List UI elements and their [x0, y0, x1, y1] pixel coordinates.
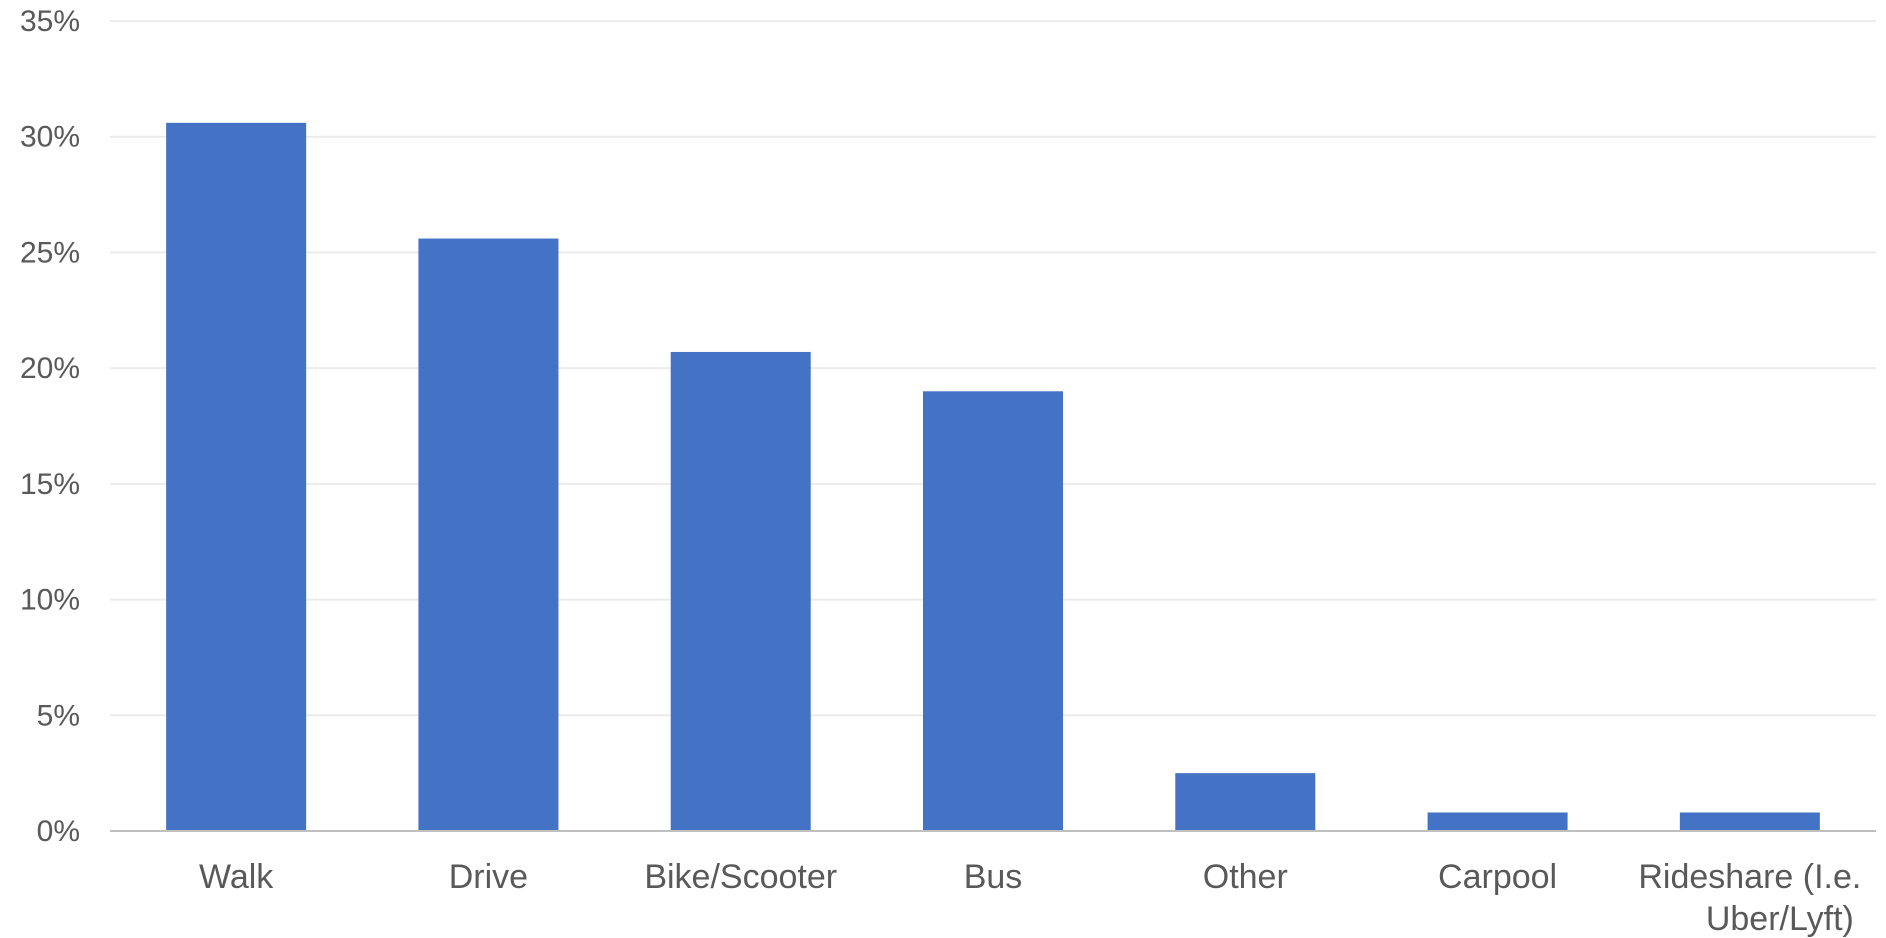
x-tick-label: Drive	[449, 858, 528, 896]
bar	[166, 122, 307, 832]
y-tick-label: 15%	[20, 468, 80, 501]
x-tick-label: Carpool	[1438, 858, 1557, 896]
y-tick-label: 35%	[20, 5, 80, 38]
y-tick-label: 0%	[37, 815, 80, 848]
x-tick-label: Walk	[199, 858, 274, 896]
y-tick-label: 25%	[20, 236, 80, 269]
x-tick-label: Bike/Scooter	[644, 858, 837, 896]
y-tick-label: 20%	[20, 352, 80, 385]
y-tick-label: 30%	[20, 121, 80, 154]
x-axis-labels: Walk Drive Bike/Scooter Bus Other Carpool Ride…	[199, 858, 1861, 938]
bar	[1175, 773, 1316, 831]
y-tick-label: 10%	[20, 584, 80, 617]
y-axis-ticks: 0% 5% 10% 15% 20% 25% 30% 35%	[20, 5, 80, 848]
bar	[670, 351, 811, 831]
x-tick-label: Bus	[964, 858, 1023, 896]
x-tick-label: Rideshare (I.e. Uber/Lyft)	[1638, 858, 1861, 938]
bar	[1427, 812, 1568, 831]
y-tick-label: 5%	[37, 699, 80, 732]
bar	[1679, 812, 1820, 831]
bar	[923, 391, 1063, 831]
bars	[166, 122, 1820, 832]
bar	[418, 238, 559, 832]
x-tick-label: Other	[1203, 858, 1288, 896]
